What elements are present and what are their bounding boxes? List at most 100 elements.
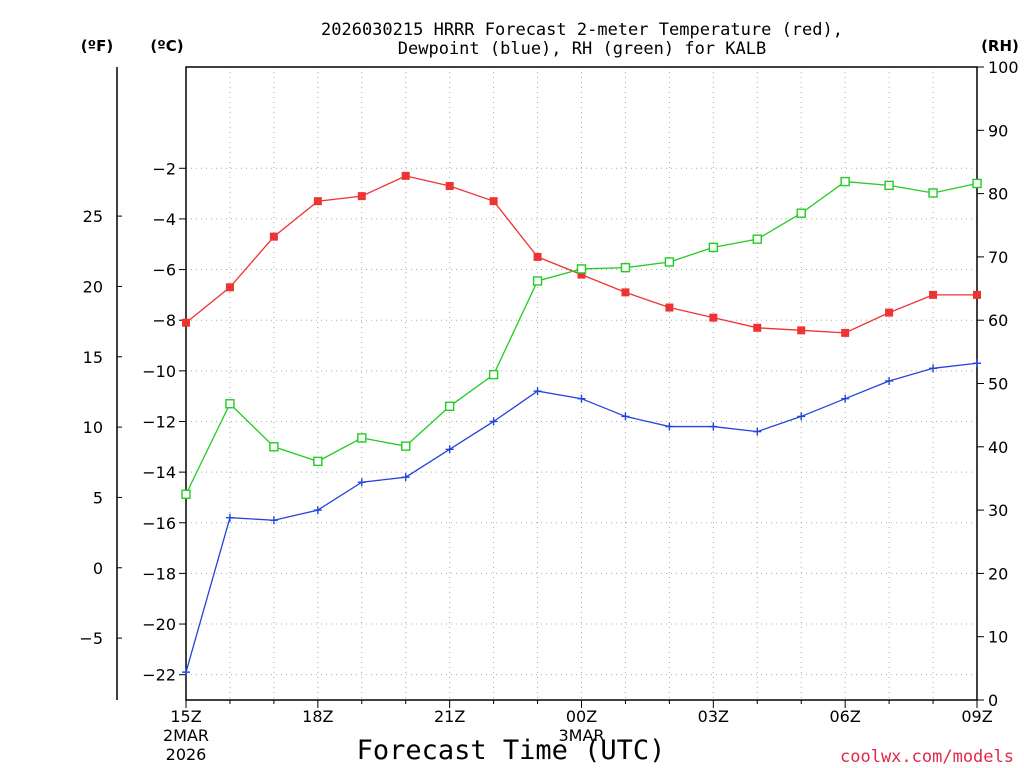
rh-point [225, 399, 235, 409]
left-axis-f-label: (ºF) [81, 37, 113, 55]
celsius-tick-label: −22 [142, 666, 176, 685]
temperature-point [489, 197, 498, 206]
rh-point [401, 441, 411, 451]
dewpoint-point [357, 478, 366, 487]
series-temperature [182, 171, 981, 337]
fahrenheit-tick-label: 5 [93, 488, 103, 507]
series-layer [181, 171, 982, 677]
series-line-temperature [185, 175, 977, 334]
x-tick-label: 18Z [302, 707, 333, 726]
rh-point [181, 489, 191, 499]
temperature-point [665, 303, 674, 312]
right-axis-label: (RH) [981, 37, 1019, 55]
rh-tick-label: 70 [988, 248, 1008, 267]
rh-point [708, 242, 719, 253]
dewpoint-point [445, 445, 454, 454]
rh-point [444, 401, 455, 411]
celsius-tick-label: −16 [142, 514, 176, 533]
dewpoint-point [577, 394, 586, 403]
rh-point [269, 442, 279, 452]
rh-point [664, 257, 675, 267]
fahrenheit-tick-label: −5 [79, 629, 103, 648]
temperature-point [445, 182, 454, 191]
x-tick-date-label: 3MAR [558, 726, 604, 745]
x-axis-title: Forecast Time (UTC) [357, 735, 666, 766]
rh-point [840, 176, 850, 187]
dewpoint-point [929, 364, 938, 373]
celsius-tick-label: −10 [142, 362, 176, 381]
rh-tick-label: 100 [988, 58, 1019, 77]
chart-title-line2: Dewpoint (blue), RH (green) for KALB [398, 39, 766, 59]
dewpoint-point [621, 412, 630, 421]
series-dewpoint [182, 359, 981, 677]
x-tick-label: 06Z [830, 707, 861, 726]
rh-tick-label: 0 [988, 691, 998, 710]
rh-point [928, 188, 938, 198]
dewpoint-point [489, 417, 498, 426]
rh-point [488, 369, 499, 380]
dewpoint-point [225, 513, 234, 522]
temperature-point [182, 318, 190, 327]
celsius-tick-label: −6 [152, 261, 176, 280]
dewpoint-point [753, 427, 762, 436]
temperature-point [225, 283, 234, 292]
rh-point [796, 208, 806, 218]
series-rh [181, 176, 982, 499]
rh-tick-label: 50 [988, 375, 1008, 394]
celsius-tick-label: −2 [152, 159, 176, 178]
temperature-point [709, 313, 718, 322]
rh-tick-label: 80 [988, 185, 1008, 204]
temperature-point [753, 323, 762, 332]
x-tick-label: 21Z [434, 707, 465, 726]
rh-point [884, 180, 894, 191]
rh-point [532, 276, 543, 286]
x-tick-label: 09Z [961, 707, 992, 726]
dewpoint-point [401, 473, 410, 482]
celsius-tick-label: −8 [152, 311, 176, 330]
axes: −2−4−6−8−10−12−14−16−18−20−222520151050−… [79, 58, 1018, 764]
dewpoint-point [182, 668, 190, 677]
dewpoint-point [665, 422, 674, 431]
temperature-point [357, 192, 366, 201]
temperature-point [797, 326, 806, 335]
celsius-tick-label: −20 [142, 615, 176, 634]
x-tick-date-label: 2MAR [163, 726, 209, 745]
rh-point [313, 456, 323, 467]
fahrenheit-tick-label: 0 [93, 559, 103, 578]
rh-tick-label: 30 [988, 501, 1008, 520]
temperature-point [577, 270, 586, 279]
rh-tick-label: 10 [988, 628, 1008, 647]
dewpoint-point [269, 516, 278, 525]
celsius-tick-label: −4 [152, 210, 176, 229]
dewpoint-point [885, 376, 894, 385]
temperature-point [973, 290, 981, 299]
rh-tick-label: 40 [988, 438, 1008, 457]
rh-point [752, 234, 762, 244]
temperature-point [621, 288, 630, 297]
celsius-tick-label: −18 [142, 564, 176, 583]
credit-text: coolwx.com/models [840, 747, 1014, 767]
temperature-point [841, 328, 850, 337]
rh-tick-label: 60 [988, 311, 1008, 330]
rh-point [972, 178, 982, 189]
dewpoint-point [533, 387, 542, 396]
fahrenheit-tick-label: 10 [83, 418, 103, 437]
chart-title-line1: 2026030215 HRRR Forecast 2-meter Tempera… [321, 20, 843, 40]
fahrenheit-tick-label: 15 [83, 348, 103, 367]
grid-lines [186, 67, 977, 700]
rh-point [357, 433, 367, 443]
rh-point [620, 262, 631, 273]
plot-frame [185, 66, 978, 701]
dewpoint-point [973, 359, 981, 368]
dewpoint-point [709, 422, 718, 431]
fahrenheit-tick-label: 20 [83, 277, 103, 296]
fahrenheit-tick-label: 25 [83, 207, 103, 226]
dewpoint-point [313, 506, 322, 515]
celsius-tick-label: −12 [142, 412, 176, 431]
temperature-point [313, 197, 322, 206]
rh-point [576, 264, 587, 274]
temperature-point [401, 171, 410, 180]
celsius-tick-label: −14 [142, 463, 176, 482]
x-tick-label: 00Z [566, 707, 597, 726]
